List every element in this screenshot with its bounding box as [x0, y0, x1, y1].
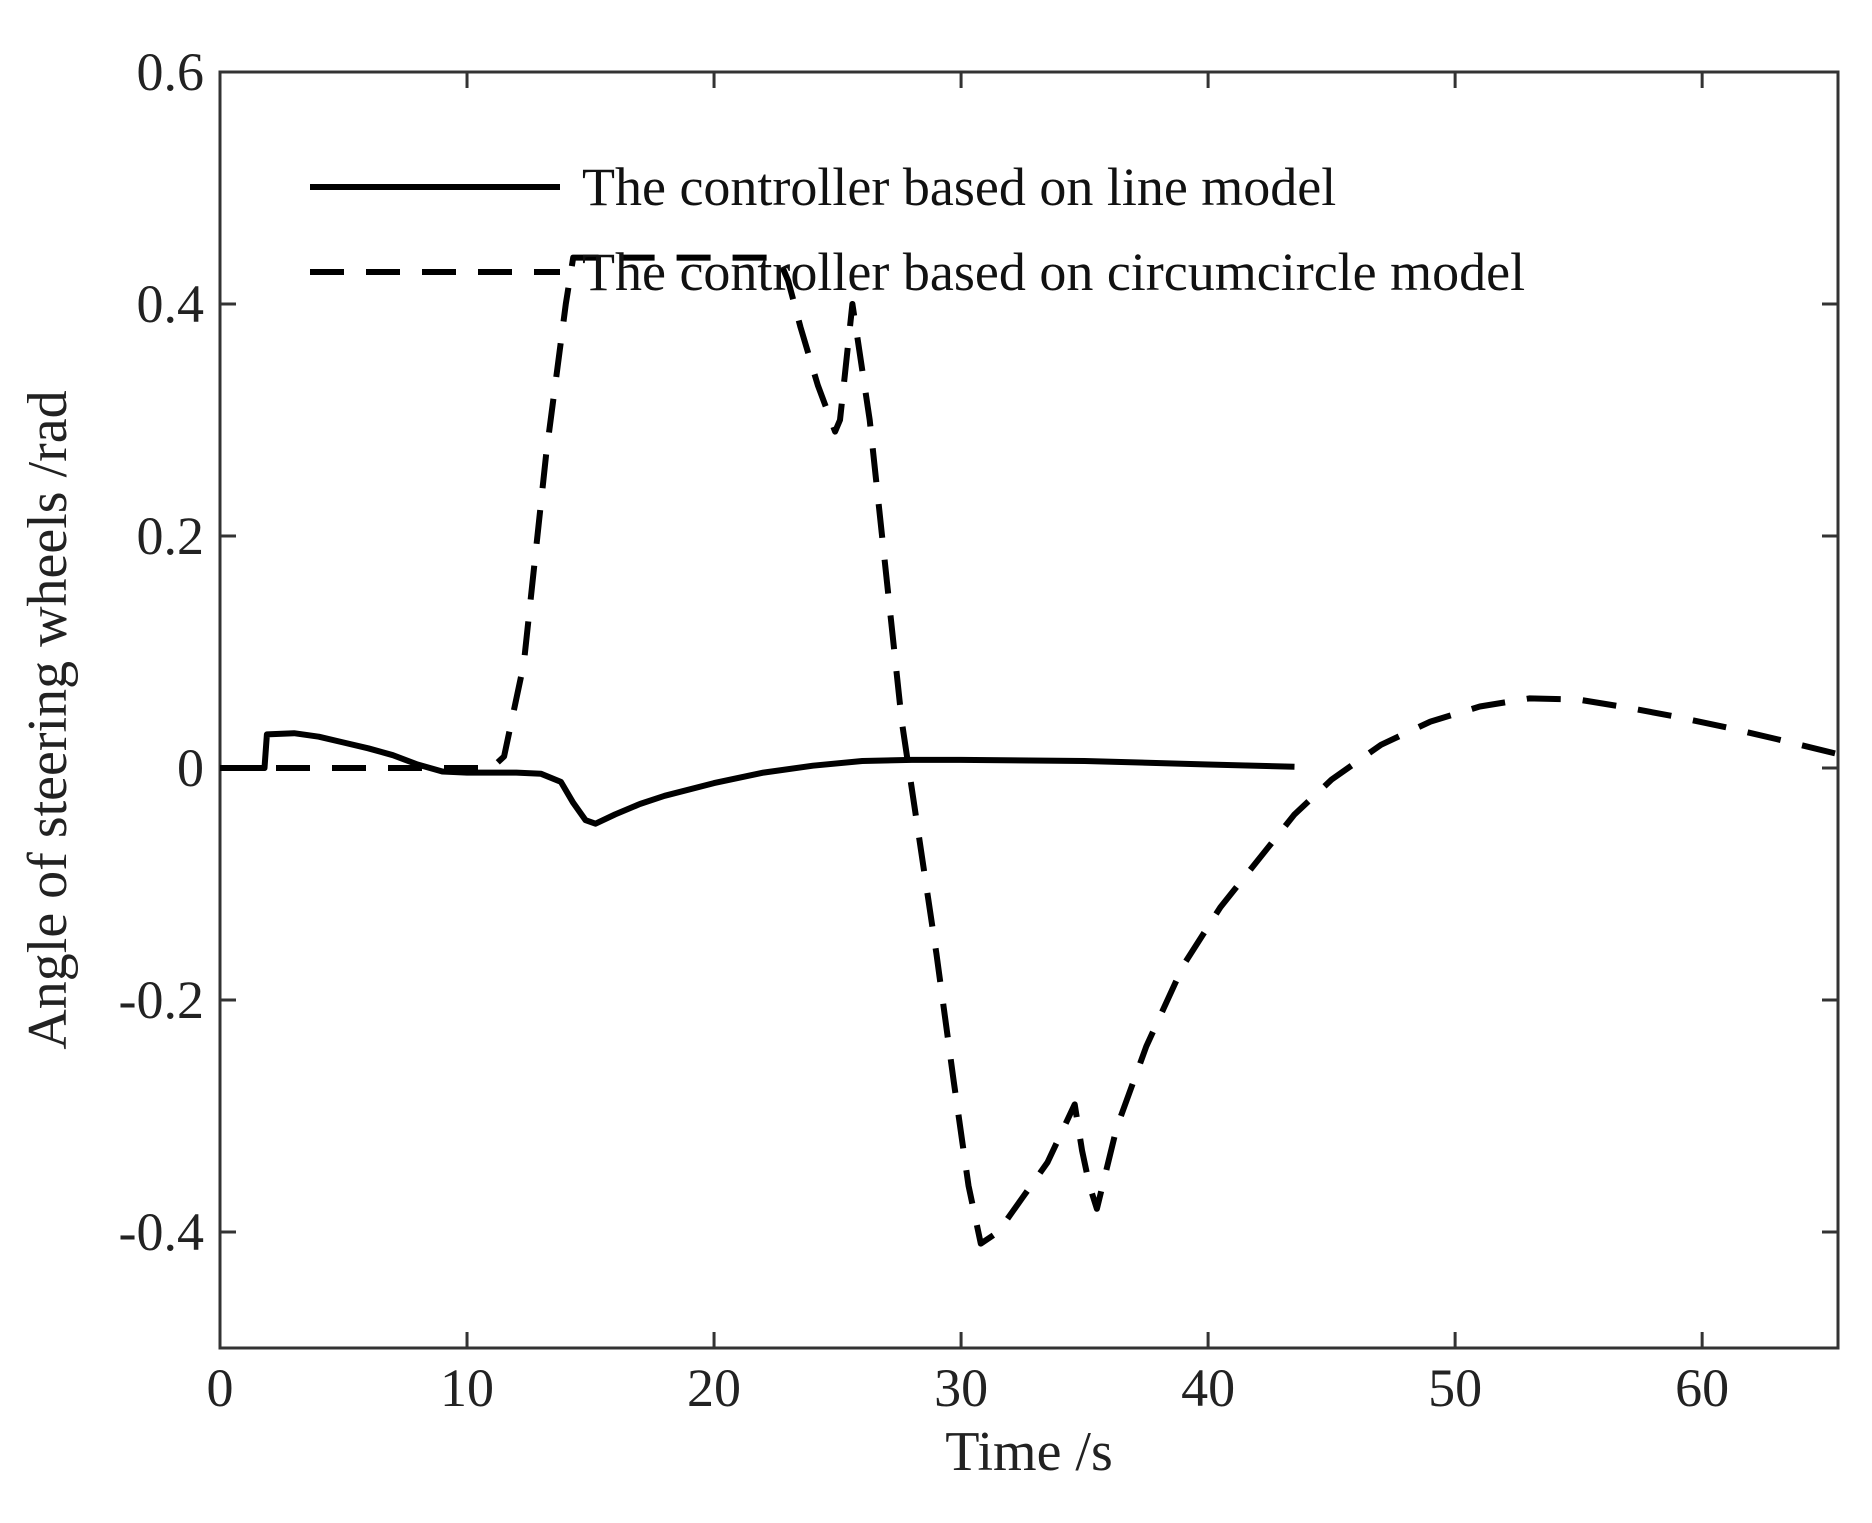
y-tick-label: 0 [177, 738, 204, 798]
legend-entry-label: The controller based on circumcircle mod… [582, 242, 1525, 302]
x-tick-label: 40 [1181, 1358, 1235, 1418]
y-tick-label: 0.6 [137, 42, 205, 102]
y-tick-label: 0.2 [137, 506, 205, 566]
legend-entry-label: The controller based on line model [582, 157, 1336, 217]
x-tick-label: 30 [934, 1358, 988, 1418]
y-axis-label: Angle of steering wheels /rad [17, 390, 79, 1049]
x-axis-label: Time /s [945, 1421, 1113, 1483]
series-line-line-model [220, 730, 1295, 827]
series-line-circumcircle-model [220, 254, 1839, 1247]
x-tick-label: 0 [207, 1358, 234, 1418]
y-tick-label: -0.2 [119, 970, 204, 1030]
series-layer [220, 254, 1839, 1247]
plot-frame [218, 70, 1840, 1350]
x-tick-label: 20 [687, 1358, 741, 1418]
x-tick-label: 60 [1675, 1358, 1729, 1418]
y-tick-label: 0.4 [137, 274, 205, 334]
y-tick-label: -0.4 [119, 1202, 204, 1262]
axes-layer: 0 10 20 30 40 50 60 -0.4 -0.2 0 0.2 0.4 0.6 [119, 42, 1840, 1418]
x-tick-label: 50 [1428, 1358, 1482, 1418]
x-tick-label: 10 [440, 1358, 494, 1418]
legend: The controller based on line model The co… [310, 157, 1525, 302]
